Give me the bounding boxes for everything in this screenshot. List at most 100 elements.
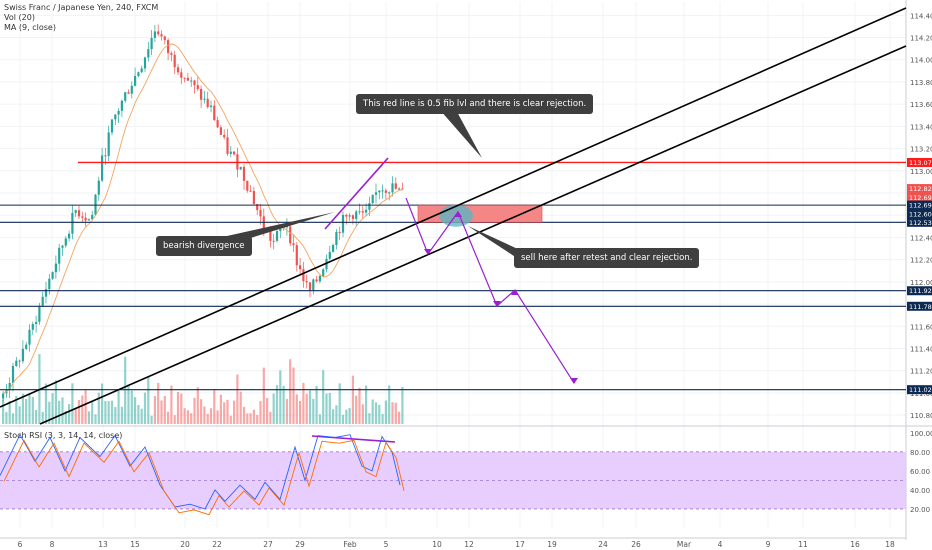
volume-bar <box>318 414 321 424</box>
volume-bar <box>391 402 394 424</box>
volume-bar <box>157 382 160 424</box>
volume-bar <box>137 404 140 424</box>
price-tag-support_2 <box>907 209 932 219</box>
y-tick-label: 114.000 <box>910 57 932 65</box>
candle-body <box>295 245 298 266</box>
volume-bar <box>200 399 203 424</box>
candle-body <box>348 215 351 217</box>
fib-note-callout: This red line is 0.5 fib lvl and there i… <box>356 94 594 114</box>
volume-bar <box>68 404 71 424</box>
candle-body <box>368 203 371 210</box>
candle-body <box>302 269 305 282</box>
volume-bar <box>71 383 74 424</box>
volume-legend: Vol (20) <box>4 13 35 22</box>
volume-bar <box>124 356 127 424</box>
candle-body <box>58 247 61 264</box>
candle-body <box>398 188 401 190</box>
volume-bar <box>371 399 374 424</box>
volume-bar <box>130 390 133 424</box>
candle-body <box>68 233 71 239</box>
y-tick-label: 110.800 <box>910 412 932 420</box>
candle-body <box>292 243 295 246</box>
candle-body <box>71 212 74 234</box>
candle-body <box>289 226 292 244</box>
candle-body <box>308 282 312 291</box>
candle-body <box>239 166 242 170</box>
candle-body <box>130 85 133 94</box>
volume-bar <box>163 396 166 424</box>
volume-bar <box>87 411 90 424</box>
stoch-tick-label: 100.00 <box>910 430 932 438</box>
price-tag-label-second: 112.692 <box>909 194 932 202</box>
candle-body <box>143 57 147 69</box>
candle-body <box>44 289 48 297</box>
price-tag-label-resistance: 113.075 <box>909 159 932 167</box>
stoch-tick-label: 60.00 <box>910 468 930 476</box>
candle-body <box>378 190 381 193</box>
price-tag-target_2 <box>907 301 932 311</box>
volume-bar <box>134 397 137 424</box>
candle-body <box>124 92 127 101</box>
price-tag-second <box>907 192 932 202</box>
x-tick-label: 4 <box>718 540 723 549</box>
candle-body <box>223 134 226 138</box>
volume-bar <box>246 413 249 424</box>
candle-body <box>8 382 11 391</box>
volume-bar <box>193 397 196 424</box>
y-tick-label: 113.000 <box>910 168 932 176</box>
volume-bar <box>305 393 308 424</box>
volume-bar <box>173 415 176 424</box>
projection-arrow <box>493 301 501 307</box>
volume-bar <box>51 393 54 424</box>
x-tick-label: 26 <box>631 540 641 549</box>
volume-bar <box>8 400 11 424</box>
candle-body <box>74 210 77 213</box>
volume-bar <box>236 374 239 424</box>
candle-body <box>41 296 44 306</box>
candle-body <box>361 211 364 213</box>
price-tag-target_3 <box>907 385 932 395</box>
volume-bar <box>239 391 242 424</box>
volume-bar <box>338 383 341 424</box>
x-tick-label: 9 <box>766 540 771 549</box>
volume-bar <box>104 401 107 424</box>
candle-body <box>186 77 189 81</box>
x-tick-label: 22 <box>212 540 222 549</box>
price-tag-label-support_3: 112.536 <box>909 219 932 227</box>
candle-body <box>374 192 378 195</box>
candle-body <box>252 190 255 205</box>
candle-body <box>338 231 341 233</box>
volume-bar <box>91 400 94 424</box>
stoch-k-line <box>0 433 401 510</box>
candle-body <box>101 155 104 181</box>
candle-body <box>2 393 5 399</box>
candle-body <box>193 80 196 86</box>
candle-body <box>381 190 384 192</box>
candle-body <box>269 230 272 241</box>
x-tick-label: 19 <box>547 540 557 549</box>
volume-bar <box>388 385 391 424</box>
volume-bar <box>308 390 312 424</box>
candle-body <box>209 105 213 107</box>
volume-bar <box>295 394 298 424</box>
symbol-legend: Swiss Franc / Japanese Yen, 240, FXCM <box>4 3 159 12</box>
candle-body <box>299 265 302 270</box>
candle-body <box>345 214 348 217</box>
projection-arrow <box>424 249 432 255</box>
price-tag-label-support_2: 112.600 <box>909 210 932 218</box>
price-tag-support_1 <box>907 200 932 210</box>
volume-bar <box>147 376 150 424</box>
candle-body <box>167 40 170 54</box>
volume-bar <box>282 385 285 424</box>
candle-body <box>180 72 183 78</box>
candle-body <box>173 54 176 68</box>
moving-average-line <box>2 43 403 394</box>
candle-body <box>134 76 137 86</box>
volume-bar <box>401 387 404 424</box>
volume-bar <box>140 408 143 424</box>
volume-bar <box>31 396 34 424</box>
candle-body <box>305 281 308 283</box>
candle-body <box>54 263 57 273</box>
volume-bar <box>348 408 351 424</box>
